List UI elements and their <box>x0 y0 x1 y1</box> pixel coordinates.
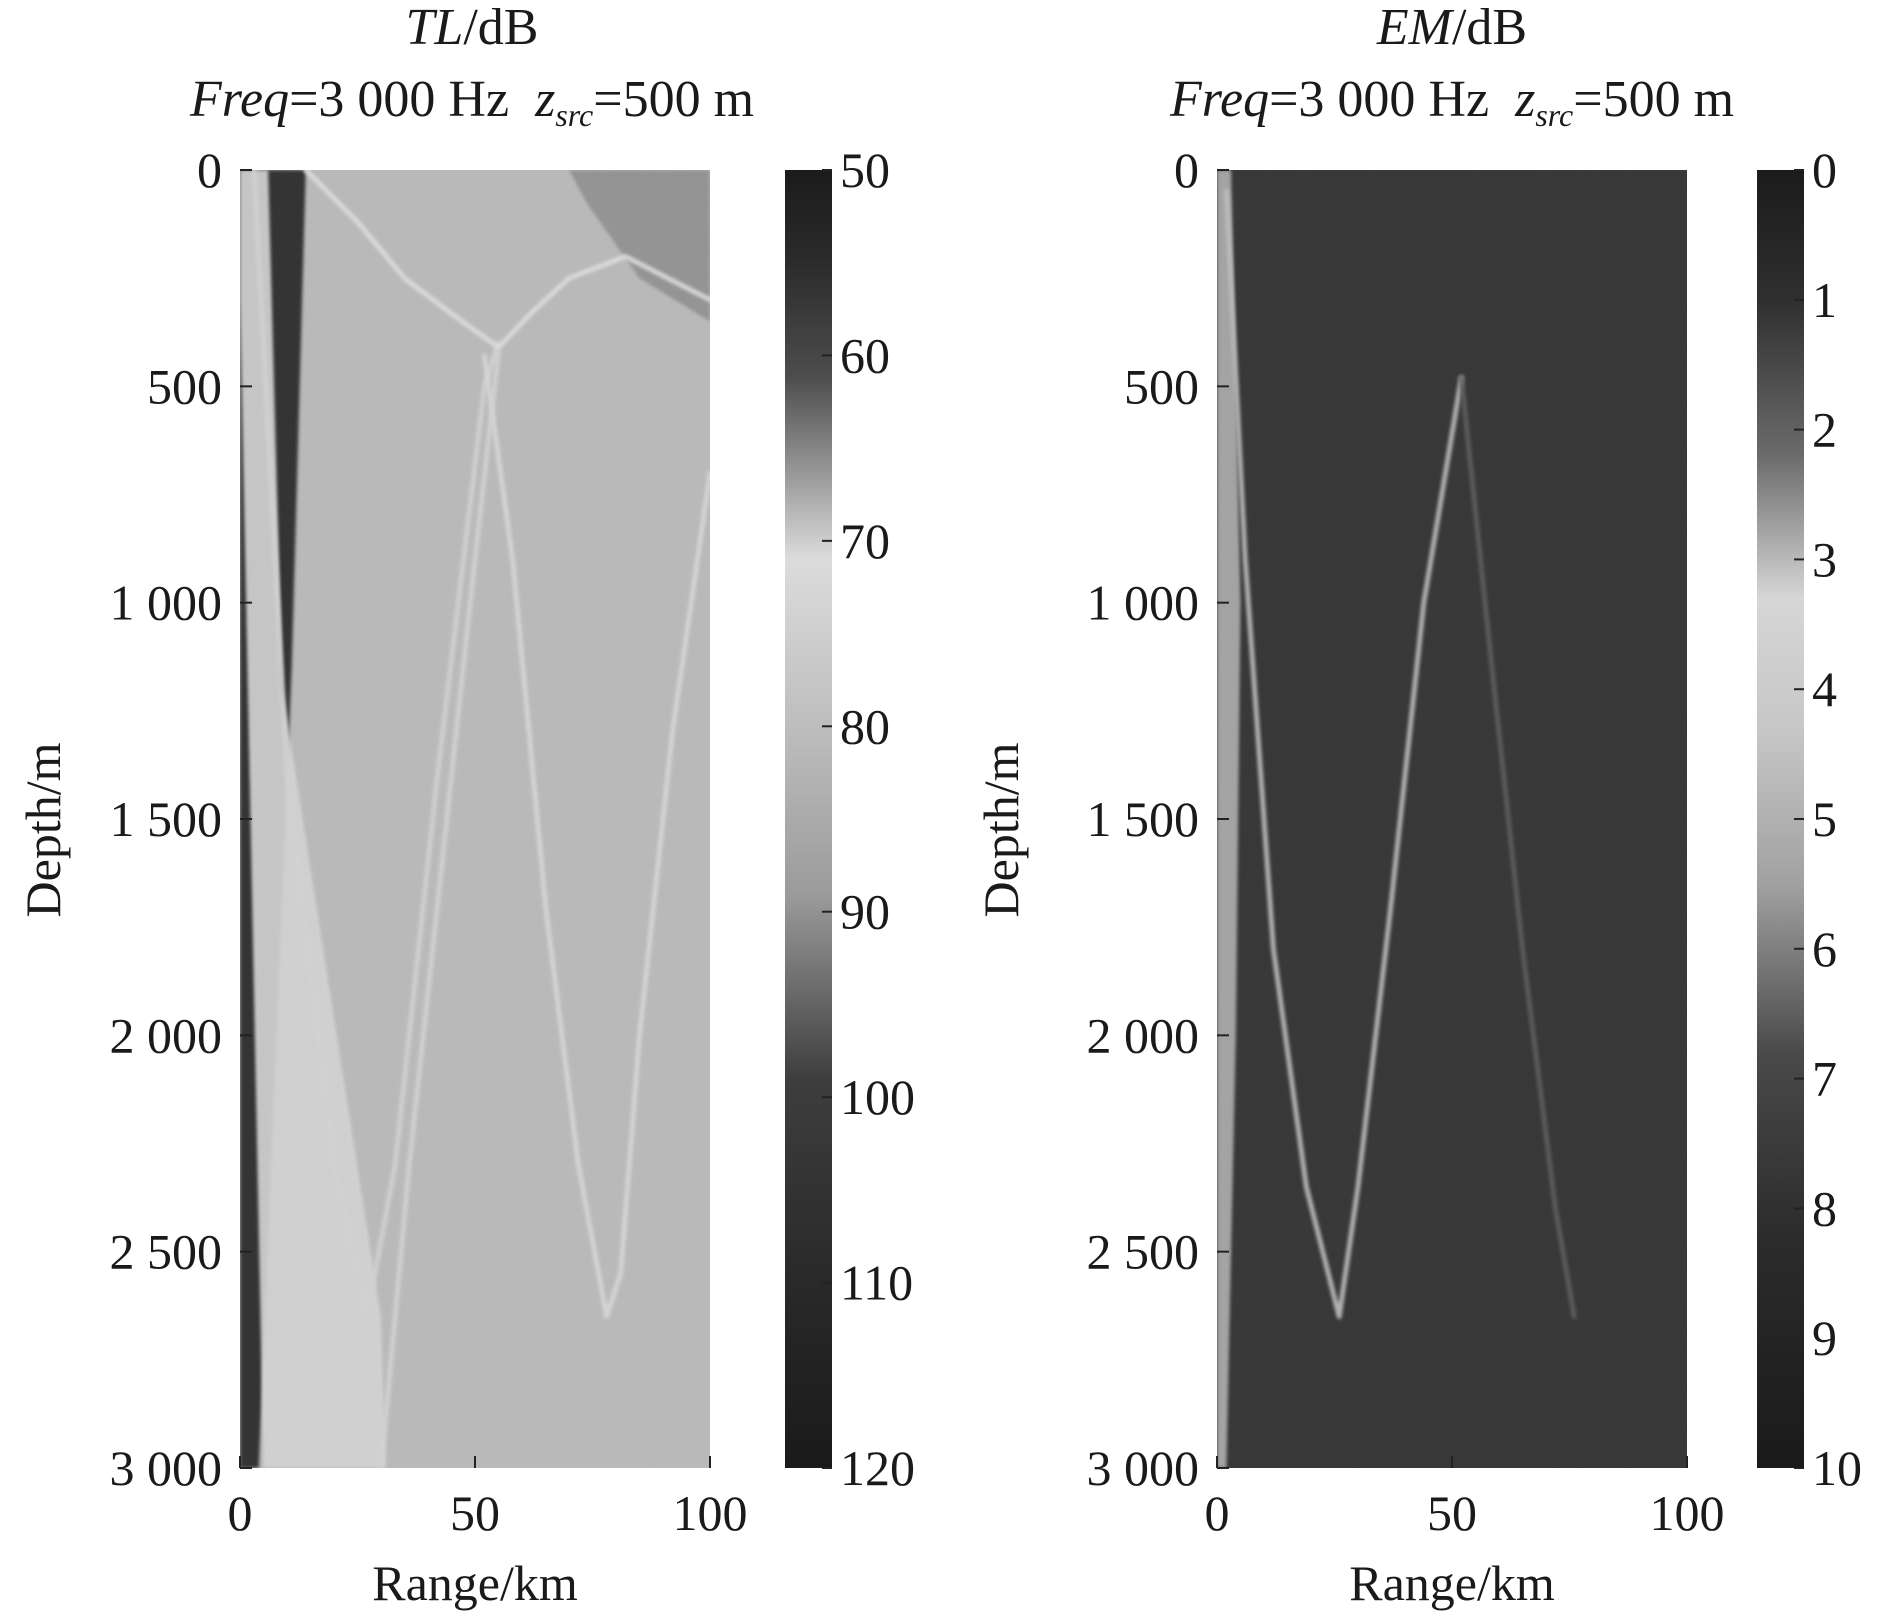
em-heatmap-texture <box>1217 170 1687 1468</box>
tl-title-quantity: TL <box>406 0 464 56</box>
tl-colorbar-bar <box>785 170 832 1468</box>
em-colorbar-tick-label: 7 <box>1812 1051 1837 1107</box>
tl-y-tick-label: 1 000 <box>110 575 223 631</box>
em-title-freq-label: Freq <box>1169 71 1269 128</box>
em-colorbar-tick-label: 5 <box>1812 791 1837 847</box>
em-panel: EM/dB Freq=3 000 Hz zsrc=500 m 0 50 100 050… <box>973 0 1862 1611</box>
tl-title-unit: /dB <box>463 0 538 56</box>
em-x-axis: 0 50 100 <box>1205 1456 1725 1541</box>
tl-y-tick-label: 500 <box>147 358 222 414</box>
em-colorbar-tick-label: 1 <box>1812 272 1837 328</box>
tl-x-axis: 0 50 100 <box>228 1456 748 1541</box>
tl-title-src-main: z <box>534 71 555 128</box>
em-y-tick-label: 0 <box>1174 142 1199 198</box>
tl-x-tick-label: 0 <box>228 1485 253 1541</box>
em-y-tick-label: 500 <box>1124 358 1199 414</box>
tl-colorbar-tick-label: 110 <box>840 1255 913 1311</box>
tl-title-freq-value: =3 000 Hz <box>289 71 509 128</box>
em-title-unit: /dB <box>1452 0 1527 56</box>
tl-y-tick-label: 2 500 <box>110 1224 223 1280</box>
tl-x-tick-label: 100 <box>673 1485 748 1541</box>
em-y-tick-label: 2 000 <box>1087 1007 1200 1063</box>
em-ylabel: Depth/m <box>973 742 1029 917</box>
em-y-tick-label: 1 000 <box>1087 575 1200 631</box>
tl-colorbar-tick-label: 90 <box>840 884 890 940</box>
tl-xlabel: Range/km <box>372 1555 578 1611</box>
em-colorbar: 0 1 2 3 4 5 6 7 8 9 10 <box>1757 142 1862 1496</box>
em-title-src-main: z <box>1514 71 1535 128</box>
em-title-line1: EM/dB <box>1376 0 1527 56</box>
em-colorbar-tick-label: 6 <box>1812 921 1837 977</box>
tl-heatmap <box>240 170 710 1468</box>
em-x-tick-label: 0 <box>1205 1485 1230 1541</box>
em-colorbar-tick-label: 9 <box>1812 1310 1837 1366</box>
tl-y-axis: 0 500 1 000 1 500 2 000 2 500 3 000 <box>110 142 252 1496</box>
em-colorbar-tick-label: 2 <box>1812 402 1837 458</box>
em-title-src-sub: src <box>1535 97 1573 133</box>
em-xlabel: Range/km <box>1349 1555 1555 1611</box>
em-title-line2: Freq=3 000 Hz zsrc=500 m <box>1169 71 1734 133</box>
tl-ylabel: Depth/m <box>15 742 71 917</box>
tl-x-tick-label: 50 <box>450 1485 500 1541</box>
tl-colorbar-tick-label: 120 <box>840 1440 915 1496</box>
em-y-axis: 0 500 1 000 1 500 2 000 2 500 3 000 <box>1087 142 1229 1496</box>
tl-colorbar-tick-label: 100 <box>840 1069 915 1125</box>
tl-colorbar-tick-label: 70 <box>840 513 890 569</box>
tl-colorbar-tick-label: 50 <box>840 142 890 198</box>
em-colorbar-tick-label: 4 <box>1812 661 1837 717</box>
tl-heatmap-texture <box>240 170 710 1468</box>
tl-colorbar-tick-label: 80 <box>840 698 890 754</box>
tl-title-line1: TL/dB <box>406 0 539 56</box>
em-heatmap <box>1217 170 1687 1468</box>
tl-colorbar: 50 60 70 80 90 100 110 120 <box>785 142 915 1496</box>
tl-title-line2: Freq=3 000 Hz zsrc=500 m <box>189 71 754 133</box>
em-y-tick-label: 1 500 <box>1087 791 1200 847</box>
tl-title-src-sub: src <box>555 97 593 133</box>
em-title-src-value: =500 m <box>1573 71 1734 128</box>
tl-colorbar-tick-label: 60 <box>840 327 890 383</box>
em-colorbar-tick-label: 0 <box>1812 142 1837 198</box>
em-x-tick-label: 50 <box>1427 1485 1477 1541</box>
em-colorbar-tick-label: 8 <box>1812 1180 1837 1236</box>
em-y-tick-label: 2 500 <box>1087 1224 1200 1280</box>
em-colorbar-tick-label: 10 <box>1812 1440 1862 1496</box>
em-title-quantity: EM <box>1376 0 1455 56</box>
tl-y-tick-label: 1 500 <box>110 791 223 847</box>
em-x-tick-label: 100 <box>1650 1485 1725 1541</box>
tl-panel: TL/dB Freq=3 000 Hz zsrc=500 m 0 50 100 0 50… <box>15 0 915 1611</box>
tl-y-tick-label: 0 <box>197 142 222 198</box>
em-y-tick-label: 3 000 <box>1087 1440 1200 1496</box>
tl-title-src-value: =500 m <box>593 71 754 128</box>
em-title-freq-value: =3 000 Hz <box>1269 71 1489 128</box>
tl-y-tick-label: 3 000 <box>110 1440 223 1496</box>
tl-y-tick-label: 2 000 <box>110 1007 223 1063</box>
tl-title-freq-label: Freq <box>189 71 289 128</box>
em-colorbar-tick-label: 3 <box>1812 531 1837 587</box>
